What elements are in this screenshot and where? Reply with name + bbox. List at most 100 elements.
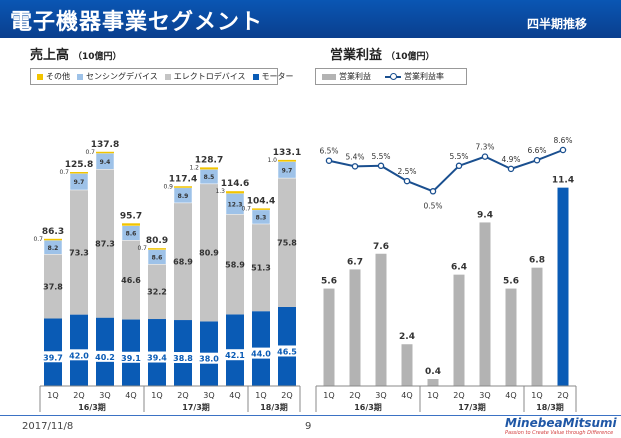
sensing-value-label: 8.2 xyxy=(48,245,59,252)
motor-label-box xyxy=(277,345,297,357)
electro-value-label: 80.9 xyxy=(199,249,219,258)
op-rate-line xyxy=(328,149,564,193)
motor-value-label: 42.0 xyxy=(69,351,89,360)
other-value-label: 1.2 xyxy=(189,164,199,171)
x-tick-label: 2Q xyxy=(73,391,84,400)
op-profit-bar xyxy=(349,269,361,386)
op-rate-label: 6.5% xyxy=(319,147,338,156)
electro-value-label: 73.3 xyxy=(69,248,89,257)
x-tick-label: 4Q xyxy=(505,391,516,400)
other-value-label: 1.0 xyxy=(267,157,277,164)
motor-label-box xyxy=(199,352,219,364)
bar-segment-electro xyxy=(70,189,88,315)
op-profit-bar xyxy=(401,344,413,386)
sales-unit: （10億円） xyxy=(73,52,122,62)
x-tick-label: 2Q xyxy=(557,391,568,400)
op-section-title: 営業利益 （10億円） xyxy=(330,44,435,63)
legend-item-motor: モーター xyxy=(252,71,294,82)
op-unit: （10億円） xyxy=(386,52,435,62)
op-profit-bar xyxy=(323,288,335,386)
motor-value-label: 39.7 xyxy=(43,353,63,362)
group-label: 18/3期 xyxy=(536,402,564,412)
total-value-label: 133.1 xyxy=(273,148,301,158)
electro-value-label: 51.3 xyxy=(251,264,271,273)
motor-label-box xyxy=(173,352,193,364)
op-profit-bar xyxy=(505,288,517,386)
x-tick-label: 2Q xyxy=(281,391,292,400)
total-value-label: 128.7 xyxy=(195,155,223,165)
op-rate-label: 5.4% xyxy=(345,152,364,161)
bar-segment-other xyxy=(44,238,62,241)
op-rate-point xyxy=(455,162,463,170)
legend-swatch-op-rate xyxy=(385,72,401,80)
sensing-value-label: 8.5 xyxy=(204,174,215,181)
electro-value-label: 32.2 xyxy=(147,288,167,297)
motor-value-label: 44.0 xyxy=(251,350,271,359)
bar-segment-electro xyxy=(96,169,114,318)
sensing-value-label: 12.3 xyxy=(228,201,243,208)
motor-value-label: 38.0 xyxy=(199,355,219,364)
op-rate-point xyxy=(429,188,437,195)
group-label: 17/3期 xyxy=(182,402,210,412)
op-rate-point xyxy=(533,156,541,164)
motor-label-box xyxy=(121,351,141,363)
motor-label-box xyxy=(95,350,115,362)
legend-label-op-rate: 営業利益率 xyxy=(404,72,444,81)
op-title: 営業利益 xyxy=(330,48,383,63)
x-tick-label: 3Q xyxy=(375,391,386,400)
op-profit-label: 9.4 xyxy=(477,210,493,220)
electro-value-label: 75.8 xyxy=(277,239,297,248)
electro-value-label: 58.9 xyxy=(225,260,245,269)
bar-segment-electro xyxy=(174,202,192,321)
bar-segment-other xyxy=(70,172,88,174)
motor-value-label: 40.2 xyxy=(95,353,115,362)
legend-swatch-other xyxy=(37,73,43,80)
legend-item-electro: エレクトロデバイス xyxy=(164,71,246,82)
sensing-value-label: 8.3 xyxy=(256,214,267,221)
op-rate-label: 4.9% xyxy=(501,155,520,164)
company-logo: MinebeaMitsumi xyxy=(505,416,617,430)
total-value-label: 80.9 xyxy=(146,236,168,246)
x-tick-label: 3Q xyxy=(203,391,214,400)
electro-value-label: 68.9 xyxy=(173,257,193,266)
legend-label-sensing: センシングデバイス xyxy=(86,72,158,81)
total-value-label: 137.8 xyxy=(91,140,119,150)
other-value-label: 0.7 xyxy=(59,169,69,176)
bar-segment-other xyxy=(200,167,218,170)
electro-value-label: 37.8 xyxy=(43,282,63,291)
op-profit-label: 0.4 xyxy=(425,367,441,377)
op-rate-point xyxy=(377,162,385,170)
op-rate-label: 2.5% xyxy=(397,167,416,176)
motor-value-label: 46.5 xyxy=(277,347,297,356)
op-rate-label: 6.6% xyxy=(527,146,546,155)
legend-label-motor: モーター xyxy=(261,72,294,81)
x-tick-label: 3Q xyxy=(99,391,110,400)
bar-segment-electro xyxy=(252,223,270,312)
x-tick-label: 4Q xyxy=(401,391,412,400)
bar-segment-electro xyxy=(44,254,62,319)
x-tick-label: 1Q xyxy=(427,391,438,400)
op-rate-point xyxy=(351,163,359,170)
x-tick-label: 2Q xyxy=(177,391,188,400)
slide-title: 電子機器事業セグメント xyxy=(10,10,264,35)
op-profit-label: 6.8 xyxy=(529,256,545,266)
op-rate-point xyxy=(325,157,333,164)
op-profit-bar xyxy=(427,379,439,386)
other-value-label: 0.9 xyxy=(163,183,173,190)
op-rate-label: 5.5% xyxy=(371,152,390,161)
op-rate-point xyxy=(559,146,567,154)
legend-item-sensing: センシングデバイス xyxy=(77,71,158,82)
bar-segment-other xyxy=(122,223,140,226)
op-rate-point xyxy=(403,177,411,185)
page-number: 9 xyxy=(305,421,312,432)
op-rate-label: 7.3% xyxy=(475,143,494,152)
op-profit-label: 6.7 xyxy=(347,257,363,267)
motor-value-label: 39.1 xyxy=(121,354,141,363)
total-value-label: 114.6 xyxy=(221,179,249,189)
op-profit-label: 7.6 xyxy=(373,242,389,252)
total-value-label: 125.8 xyxy=(65,160,93,170)
op-rate-label: 5.5% xyxy=(449,152,468,161)
total-value-label: 86.3 xyxy=(42,227,64,237)
bar-segment-other xyxy=(278,159,296,162)
